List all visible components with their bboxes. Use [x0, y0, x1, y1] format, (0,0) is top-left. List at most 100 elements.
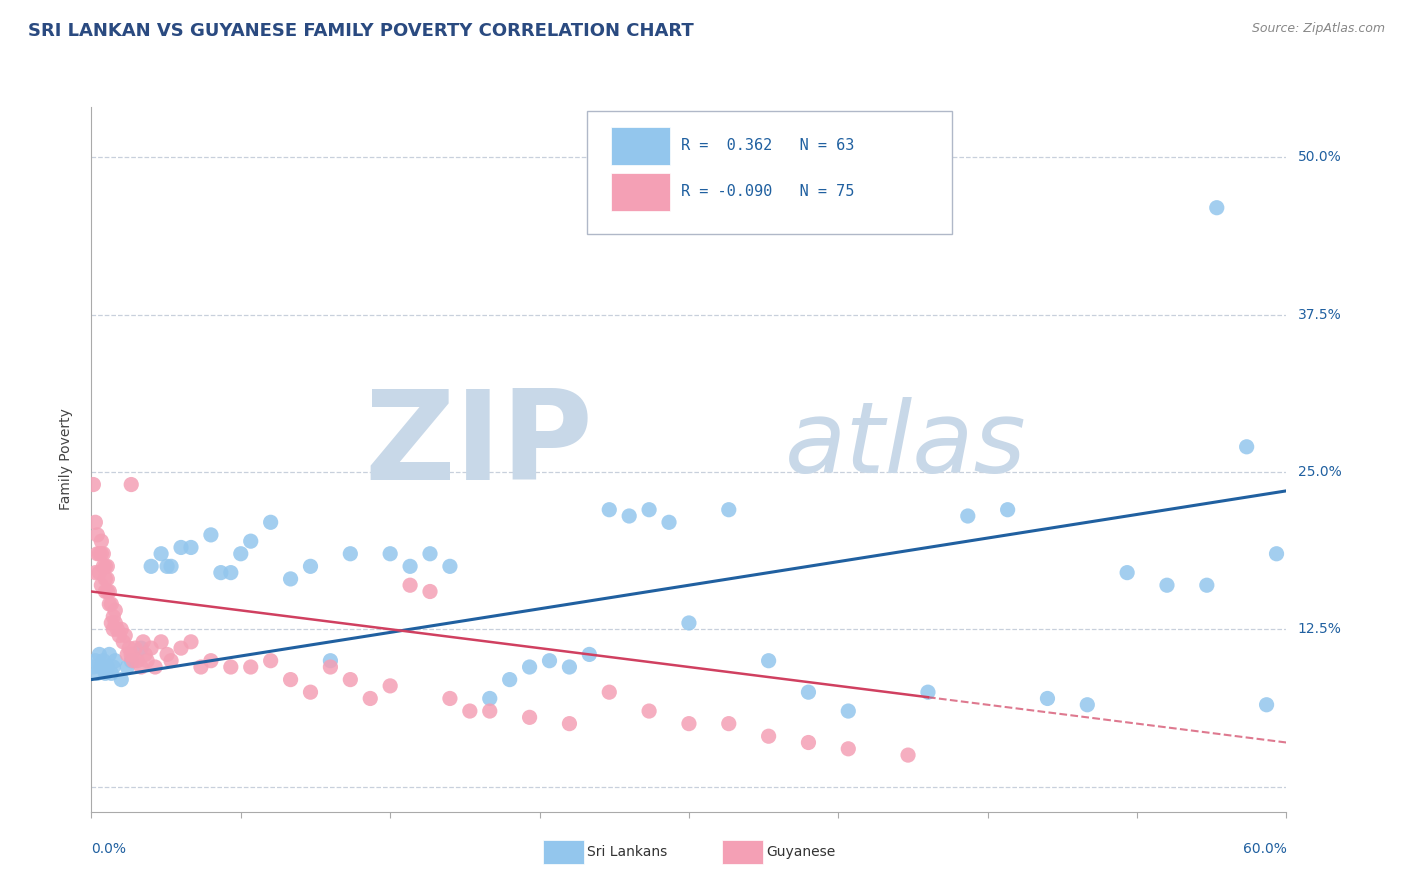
Point: [120, 654, 142, 668]
Point: [150, 635, 173, 649]
Point: [578, 648, 600, 662]
Point: [200, 528, 222, 542]
Point: [143, 660, 166, 674]
Point: [180, 541, 202, 555]
Point: [134, 648, 156, 662]
Point: [100, 597, 122, 611]
Point: [200, 654, 222, 668]
Point: [399, 559, 422, 574]
Point: [1076, 698, 1098, 712]
Text: 60.0%: 60.0%: [1243, 842, 1286, 856]
Point: [180, 635, 202, 649]
Point: [86, 528, 108, 542]
Point: [359, 691, 381, 706]
Point: [96, 584, 118, 599]
Point: [280, 572, 302, 586]
Point: [439, 691, 461, 706]
Point: [419, 547, 441, 561]
Point: [110, 673, 132, 687]
Point: [89, 648, 111, 662]
Point: [259, 516, 281, 530]
Point: [136, 654, 159, 668]
Point: [378, 547, 402, 561]
Point: [90, 534, 112, 549]
Point: [1205, 201, 1227, 215]
Point: [122, 654, 145, 668]
Point: [90, 660, 112, 674]
Point: [127, 654, 149, 668]
Point: [837, 741, 859, 756]
Point: [1156, 578, 1178, 592]
Point: [160, 559, 183, 574]
Point: [1036, 691, 1059, 706]
Point: [129, 641, 152, 656]
Point: [598, 502, 620, 516]
Point: [378, 679, 402, 693]
Point: [339, 673, 361, 687]
Point: [239, 534, 262, 549]
Point: [96, 572, 118, 586]
FancyBboxPatch shape: [543, 840, 583, 863]
Point: [519, 660, 541, 674]
Point: [170, 541, 193, 555]
Point: [129, 660, 152, 674]
FancyBboxPatch shape: [612, 172, 669, 211]
Point: [93, 547, 115, 561]
Point: [141, 641, 162, 656]
Point: [280, 673, 302, 687]
Point: [115, 660, 138, 674]
Text: atlas: atlas: [785, 397, 1026, 494]
Point: [299, 685, 322, 699]
Point: [96, 559, 118, 574]
Point: [797, 735, 820, 749]
Point: [190, 660, 212, 674]
Point: [170, 641, 193, 656]
Point: [141, 559, 162, 574]
Point: [120, 477, 142, 491]
Point: [658, 516, 681, 530]
Point: [115, 648, 138, 662]
Point: [124, 641, 146, 656]
Point: [717, 502, 740, 516]
Point: [717, 716, 740, 731]
Point: [93, 559, 115, 574]
Point: [103, 660, 125, 674]
Point: [82, 660, 104, 674]
FancyBboxPatch shape: [588, 111, 952, 234]
Point: [1236, 440, 1258, 454]
Point: [339, 547, 361, 561]
Point: [110, 622, 132, 636]
Text: 50.0%: 50.0%: [1298, 151, 1341, 164]
Point: [558, 660, 581, 674]
Text: ZIP: ZIP: [364, 384, 593, 506]
Text: 0.0%: 0.0%: [91, 842, 127, 856]
Text: 12.5%: 12.5%: [1298, 623, 1341, 636]
Point: [1195, 578, 1218, 592]
Point: [90, 578, 112, 592]
Point: [498, 673, 520, 687]
Point: [89, 547, 111, 561]
Point: [478, 691, 501, 706]
Point: [956, 508, 979, 523]
Point: [917, 685, 939, 699]
Point: [419, 584, 441, 599]
Point: [319, 660, 342, 674]
Point: [103, 622, 125, 636]
Point: [259, 654, 281, 668]
Point: [94, 572, 117, 586]
Point: [132, 635, 155, 649]
Point: [114, 628, 136, 642]
FancyBboxPatch shape: [612, 127, 669, 165]
Point: [1116, 566, 1139, 580]
Point: [478, 704, 501, 718]
Point: [156, 559, 179, 574]
Point: [299, 559, 322, 574]
Point: [103, 609, 125, 624]
Text: SRI LANKAN VS GUYANESE FAMILY POVERTY CORRELATION CHART: SRI LANKAN VS GUYANESE FAMILY POVERTY CO…: [28, 22, 695, 40]
Point: [1256, 698, 1278, 712]
Point: [112, 635, 135, 649]
Point: [538, 654, 561, 668]
Point: [439, 559, 461, 574]
Point: [399, 578, 422, 592]
Point: [93, 654, 115, 668]
